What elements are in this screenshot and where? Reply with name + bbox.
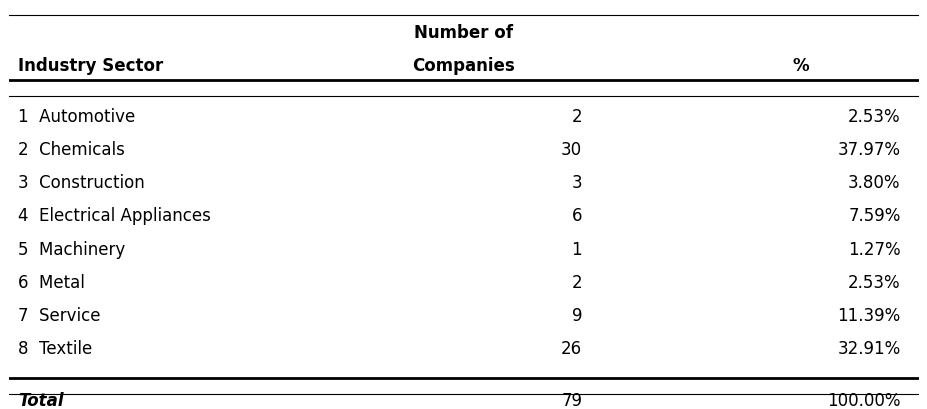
Text: 6  Metal: 6 Metal	[19, 273, 85, 291]
Text: Number of: Number of	[414, 24, 513, 42]
Text: Companies: Companies	[413, 57, 514, 75]
Text: 79: 79	[561, 391, 581, 409]
Text: 30: 30	[561, 141, 581, 159]
Text: 2  Chemicals: 2 Chemicals	[19, 141, 125, 159]
Text: 1  Automotive: 1 Automotive	[19, 108, 135, 126]
Text: 8  Textile: 8 Textile	[19, 339, 93, 357]
Text: 37.97%: 37.97%	[837, 141, 899, 159]
Text: Total: Total	[19, 391, 64, 409]
Text: 3: 3	[571, 174, 581, 192]
Text: 7.59%: 7.59%	[847, 207, 899, 225]
Text: 26: 26	[561, 339, 581, 357]
Text: 2: 2	[571, 108, 581, 126]
Text: 6: 6	[571, 207, 581, 225]
Text: 4  Electrical Appliances: 4 Electrical Appliances	[19, 207, 211, 225]
Text: 9: 9	[571, 306, 581, 324]
Text: %: %	[792, 57, 808, 75]
Text: 2.53%: 2.53%	[847, 273, 899, 291]
Text: 3.80%: 3.80%	[847, 174, 899, 192]
Text: 2.53%: 2.53%	[847, 108, 899, 126]
Text: 1.27%: 1.27%	[847, 240, 899, 258]
Text: 1: 1	[571, 240, 581, 258]
Text: 3  Construction: 3 Construction	[19, 174, 145, 192]
Text: 11.39%: 11.39%	[836, 306, 899, 324]
Text: 7  Service: 7 Service	[19, 306, 101, 324]
Text: 32.91%: 32.91%	[836, 339, 899, 357]
Text: 5  Machinery: 5 Machinery	[19, 240, 125, 258]
Text: 100.00%: 100.00%	[826, 391, 899, 409]
Text: 2: 2	[571, 273, 581, 291]
Text: Industry Sector: Industry Sector	[19, 57, 163, 75]
